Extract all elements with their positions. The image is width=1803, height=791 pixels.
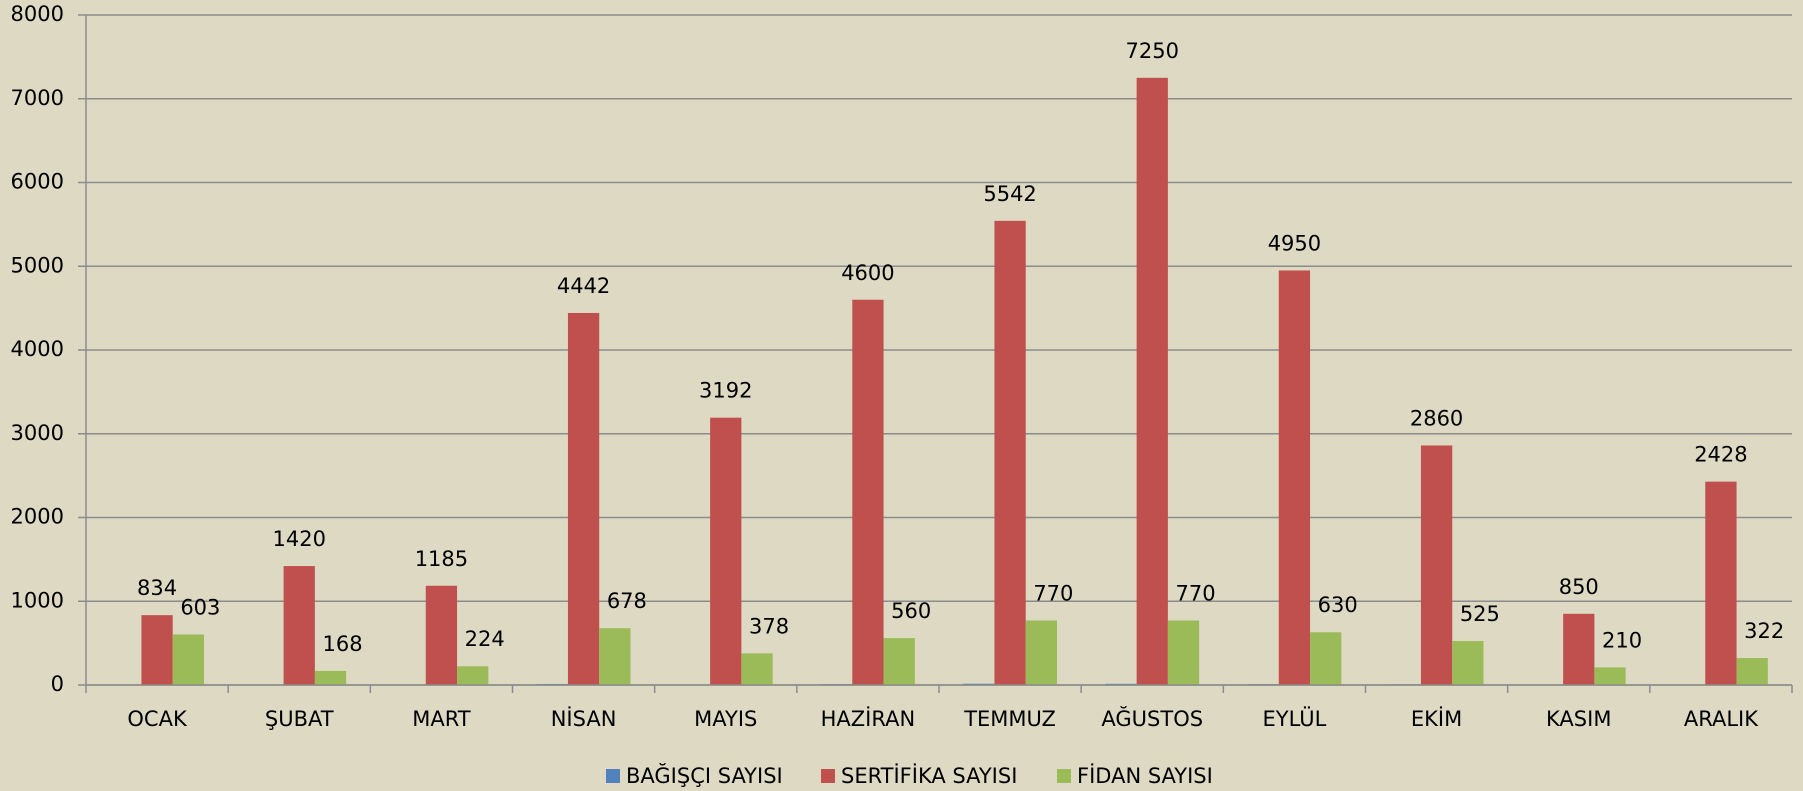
data-label: 5542 [983,182,1036,206]
legend-swatch [821,769,835,783]
bar [141,615,173,685]
bar [1705,481,1737,685]
bar [283,566,315,685]
y-tick-label: 8000 [11,2,64,26]
y-tick-label: 7000 [11,86,64,110]
bar [567,312,600,685]
y-tick-label: 0 [51,672,64,696]
y-tick-label: 4000 [11,337,64,361]
data-label: 630 [1318,593,1358,617]
data-label: 770 [1033,582,1073,606]
legend-label: FİDAN SAYISI [1077,763,1213,788]
legend-label: SERTİFİKA SAYISI [841,763,1017,788]
data-label: 378 [749,614,789,638]
y-tick-label: 1000 [11,588,64,612]
y-tick-label: 6000 [11,170,64,194]
bar [1310,632,1342,685]
bar [1420,445,1453,685]
bar [1594,667,1626,685]
bar [1563,613,1595,685]
x-tick-label: AĞUSTOS [1101,706,1203,731]
y-tick-label: 2000 [11,505,64,529]
bar [1167,620,1200,685]
bar [741,653,773,685]
x-tick-label: MART [412,707,471,731]
bar [1025,620,1057,685]
data-label: 1420 [273,527,326,551]
x-tick-label: OCAK [127,707,188,731]
data-label: 3192 [699,379,752,403]
data-label: 322 [1744,619,1784,643]
data-label: 560 [891,599,931,623]
data-label: 7250 [1126,39,1179,63]
x-tick-label: EKİM [1411,706,1462,731]
bar [1452,641,1484,685]
x-tick-label: KASIM [1546,707,1611,731]
x-tick-label: TEMMUZ [963,707,1056,731]
bar [457,666,489,685]
data-label: 2860 [1410,406,1463,430]
bar [425,585,458,685]
bar [599,628,631,685]
data-label: 770 [1175,582,1215,606]
data-label: 2428 [1694,443,1747,467]
data-label: 168 [322,632,362,656]
bar [172,634,204,685]
y-tick-label: 5000 [11,253,64,277]
bar [710,417,742,685]
data-label: 210 [1602,628,1642,652]
x-tick-label: MAYIS [694,707,757,731]
bar [1136,77,1168,685]
bar [314,670,347,685]
data-label: 4442 [557,274,610,298]
data-label: 525 [1460,602,1500,626]
y-tick-label: 3000 [11,421,64,445]
legend-label: BAĞIŞÇI SAYISI [626,763,783,788]
data-label: 603 [180,595,220,619]
legend-swatch [1057,769,1071,783]
bar [883,638,915,685]
bar [1736,658,1768,685]
data-label: 850 [1559,575,1599,599]
x-tick-label: NİSAN [551,706,617,731]
x-tick-label: HAZİRAN [821,706,916,731]
bar [852,299,884,685]
legend-swatch [606,769,620,783]
data-label: 1185 [415,547,468,571]
bar [994,220,1026,686]
data-label: 834 [137,576,177,600]
data-label: 224 [465,627,505,651]
x-tick-label: ŞUBAT [265,707,334,731]
bar [1278,270,1311,685]
data-label: 678 [607,589,647,613]
x-tick-label: EYLÜL [1263,706,1327,731]
x-tick-label: ARALIK [1684,707,1759,731]
data-label: 4600 [841,261,894,285]
data-label: 4950 [1268,231,1321,255]
